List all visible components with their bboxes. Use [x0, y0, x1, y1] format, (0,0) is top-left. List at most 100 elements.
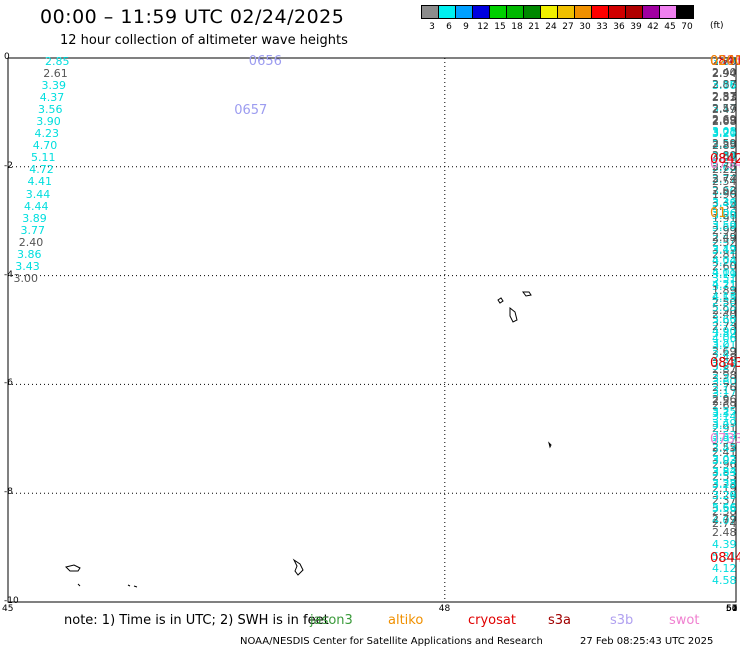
- wave-height-value: 3.51: [712, 272, 737, 286]
- wave-height-value: 2.49: [712, 230, 737, 244]
- wave-height-value: 2.48: [712, 525, 737, 539]
- wave-height-value: 2.99: [712, 223, 737, 237]
- wave-height-value: 3.43: [712, 197, 737, 211]
- wave-height-value: 3.68: [712, 161, 737, 175]
- wave-height-value: 3.18: [712, 78, 737, 92]
- wave-height-value: 3.53: [712, 429, 737, 443]
- wave-height-value: 2.81: [712, 247, 737, 261]
- wave-height-value: 2.98: [712, 368, 737, 382]
- wave-height-value: 2.53: [712, 469, 737, 483]
- wave-height-value: 1.91: [712, 211, 737, 225]
- wave-height-value: 2.49: [712, 103, 737, 117]
- wave-height-value: 2.87: [712, 54, 737, 68]
- wave-height-value: 2.69: [712, 113, 737, 127]
- latitude-label: -2: [4, 160, 13, 171]
- wave-height-value: 2.40: [712, 66, 737, 80]
- wave-height-value: 2.54: [712, 175, 737, 189]
- wave-height-value: 3.3: [712, 371, 730, 385]
- wave-height-value: 4.13: [712, 289, 737, 303]
- wave-height-value: 2.79: [712, 512, 737, 526]
- wave-height-value: 3.17: [712, 386, 737, 400]
- wave-height-color-scale: 3 6 9 12 15 18 21 24 27 30 33 36 39 42 45 70: [421, 5, 694, 32]
- wave-height-value: 3.03: [712, 356, 737, 370]
- wave-height-value: 3.3: [712, 407, 730, 421]
- footer-timestamp: 27 Feb 08:25:43 UTC 2025: [580, 636, 714, 647]
- scale-swatch: 42: [642, 5, 660, 32]
- wave-height-value: 3.5: [712, 430, 730, 444]
- longitude-label: 51: [726, 604, 738, 614]
- wave-height-value: 3.2: [712, 360, 730, 374]
- wave-height-value: 4.06: [712, 332, 737, 346]
- pass-time-label: 0656: [248, 53, 282, 69]
- wave-height-value: 3.06: [712, 207, 737, 221]
- wave-height-value: 3.20: [712, 127, 737, 141]
- scale-label: 12: [477, 22, 489, 32]
- wave-height-value: 3.08: [712, 125, 737, 139]
- wave-height-value: 3.84: [712, 465, 737, 479]
- wave-height-value: 2.40: [712, 308, 737, 322]
- wave-height-value: 3.77: [712, 173, 737, 187]
- wave-height-value: 3.77: [20, 223, 45, 237]
- scale-label: 21: [528, 22, 540, 32]
- wave-height-value: 4.72: [29, 163, 54, 177]
- legend-entry-s3b: s3b: [610, 613, 634, 628]
- longitude-label: 45: [2, 604, 14, 614]
- wave-height-value: 3.29: [712, 489, 737, 503]
- wave-height-value: 2.38: [712, 505, 737, 519]
- wave-height-value: 3.36: [712, 195, 737, 209]
- wave-height-value: 3.23: [712, 477, 737, 491]
- wave-height-value: 3.56: [37, 103, 63, 117]
- wave-height-value: 4.39: [712, 537, 737, 551]
- legend-entry-cryosat: cryosat: [468, 613, 516, 628]
- longitude-label: 48: [438, 604, 451, 614]
- wave-height-value: 2.90: [712, 303, 737, 317]
- wave-height-value: 3.82: [712, 327, 737, 341]
- latitude-label: -10: [4, 596, 19, 606]
- wave-height-value: 4.44: [23, 199, 49, 213]
- wave-height-value: 3.43: [712, 442, 737, 456]
- wave-height-value: 2.50: [712, 296, 737, 310]
- wave-height-value: 4.07: [712, 513, 737, 527]
- wave-height-value: 3.71: [712, 280, 737, 294]
- map-grid: [7, 57, 736, 603]
- wave-height-value: 3.83: [712, 465, 737, 479]
- wave-height-value: 1.90: [712, 187, 737, 201]
- wave-height-value: 5.66: [712, 501, 737, 515]
- scale-label: 3: [429, 22, 435, 32]
- latitude-label: -6: [4, 378, 13, 389]
- island-shape: [65, 564, 81, 572]
- wave-height-value: 4.90: [712, 324, 737, 338]
- wave-height-value: 2.69: [712, 398, 737, 412]
- wave-height-value: 2.55: [712, 441, 737, 455]
- wave-height-value: 2.52: [712, 235, 737, 249]
- wave-height-value: 3.28: [712, 208, 737, 222]
- scale-label: 6: [446, 22, 452, 32]
- pass-time-label: 0842: [710, 151, 740, 167]
- longitude-label: 54: [726, 604, 738, 614]
- wave-height-value: 4.37: [39, 90, 65, 104]
- wave-height-value: 3.89: [22, 211, 47, 225]
- pass-time-label: 01: [710, 206, 727, 222]
- pass-time-label: 0844: [710, 551, 740, 567]
- wave-height-value: 3.26: [712, 256, 737, 270]
- wave-height-value: 3.12: [712, 244, 737, 258]
- wave-height-value: 3.17: [712, 102, 737, 116]
- wave-height-value: 2.80: [712, 148, 737, 162]
- legend-entry-jason3: jason3: [310, 613, 353, 628]
- longitude-label: 57: [726, 604, 738, 614]
- wave-height-value: 3.86: [17, 247, 42, 261]
- wave-height-value: 3.25: [712, 137, 737, 151]
- wave-height-value: 5.55: [712, 301, 737, 315]
- scale-label: 70: [681, 22, 693, 32]
- wave-height-value: 2.70: [712, 54, 737, 68]
- wave-height-value: 4.41: [27, 175, 52, 189]
- wave-height-value: 3.04: [712, 151, 737, 165]
- wave-height-value: 2.87: [712, 90, 737, 104]
- scale-label: 30: [579, 22, 591, 32]
- scale-label: 39: [630, 22, 642, 32]
- pass-time-label: 0200: [710, 53, 740, 69]
- wave-height-value: 2.87: [712, 363, 737, 377]
- legend-entry-swot: swot: [669, 613, 700, 628]
- wave-height-value: 2.73: [712, 320, 737, 334]
- footer-agency: NOAA/NESDIS Center for Satellite Applica…: [240, 636, 543, 647]
